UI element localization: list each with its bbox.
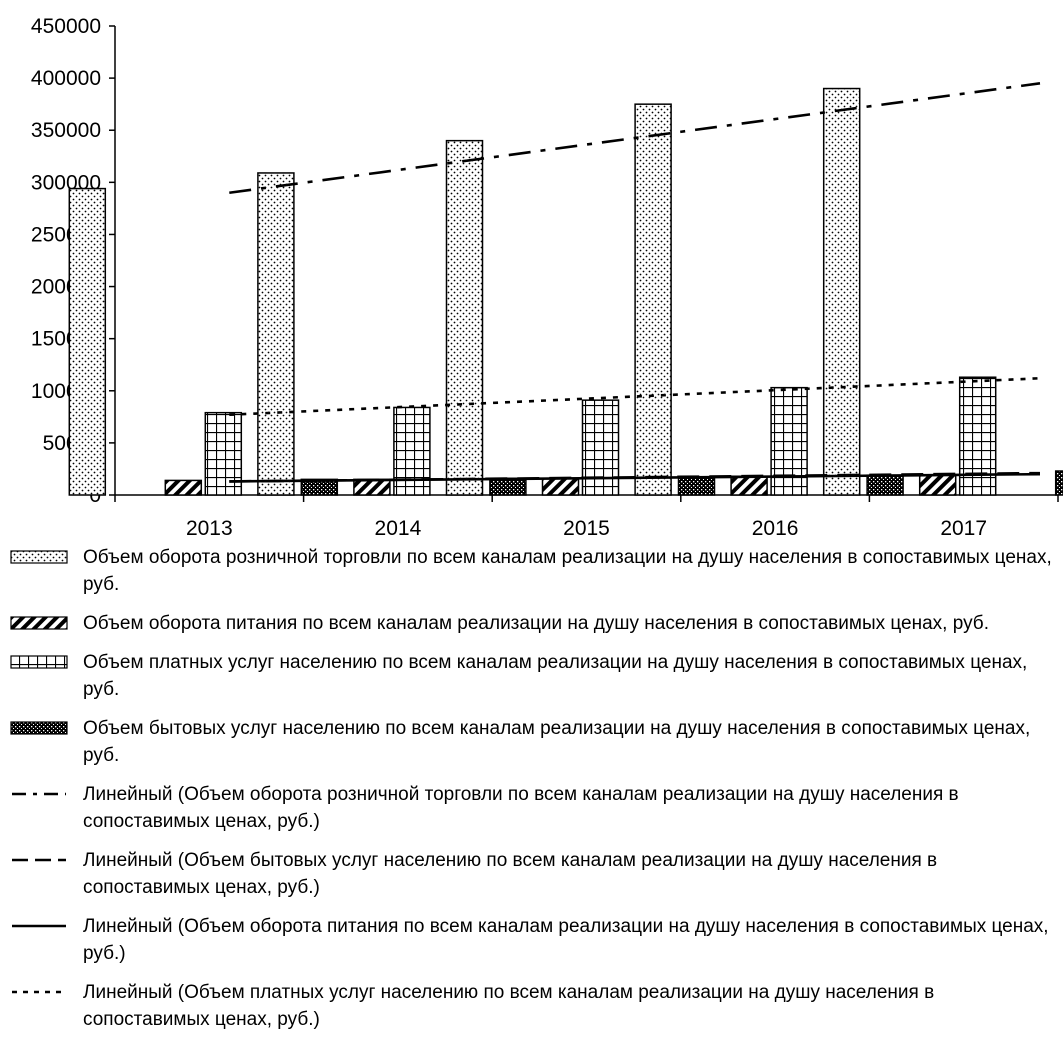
bar-grid-2017	[958, 376, 997, 496]
legend-label: Линейный (Объем оборота розничной торгов…	[83, 784, 959, 832]
bar-grid-2014	[393, 406, 431, 496]
trendline-dotted	[229, 376, 1041, 417]
x-tick-label: 2015	[563, 517, 610, 540]
y-tick-label: 350000	[31, 119, 101, 142]
legend: Объем оборота розничной торговли по всем…	[10, 544, 1060, 1045]
legend-symbol-trend-long-dash	[10, 847, 83, 873]
bar-dense-2015	[677, 476, 716, 496]
y-tick-label: 400000	[31, 67, 101, 90]
legend-symbol-trend-dotted	[10, 979, 83, 1005]
legend-symbol-trend-dash-dot	[10, 781, 83, 807]
bar-dots-2015	[445, 139, 484, 496]
trendline-dash-dot	[229, 82, 1041, 195]
legend-label: Линейный (Объем бытовых услуг населению …	[83, 850, 938, 898]
x-tick-label: 2016	[752, 517, 799, 540]
legend-label: Линейный (Объем оборота питания по всем …	[83, 916, 1049, 964]
legend-symbol-dense	[10, 715, 83, 741]
chart-plot: 0500001000001500002000002500003000003500…	[31, 15, 1063, 540]
bar-grid-2016	[770, 386, 808, 496]
bar-diagonal-2016	[730, 475, 768, 496]
legend-item-trend-dotted: Линейный (Объем платных услуг населению …	[10, 979, 1060, 1033]
legend-item-diagonal: Объем оборота питания по всем каналам ре…	[10, 610, 1060, 637]
x-tick-label: 2014	[375, 517, 422, 540]
trendline-solid	[229, 472, 1041, 483]
legend-label: Линейный (Объем платных услуг населению …	[83, 982, 935, 1030]
legend-item-trend-long-dash: Линейный (Объем бытовых услуг населению …	[10, 847, 1060, 901]
legend-symbol-grid	[10, 649, 83, 675]
bar-dots-2013	[68, 187, 107, 496]
bar-dense-2017	[1054, 470, 1063, 496]
legend-symbol-dots	[10, 544, 83, 570]
bar-dots-2014	[257, 172, 295, 496]
bar-diagonal-2014	[353, 478, 391, 496]
legend-item-trend-dash-dot: Линейный (Объем оборота розничной торгов…	[10, 781, 1060, 835]
legend-label: Объем оборота питания по всем каналам ре…	[83, 613, 989, 634]
legend-symbol-diagonal	[10, 610, 83, 636]
legend-symbol-trend-solid	[10, 913, 83, 939]
bar-diagonal-2013	[164, 479, 203, 496]
bar-dots-2017	[822, 87, 861, 496]
bar-dense-2016	[866, 474, 904, 496]
bar-dots-2016	[634, 103, 672, 496]
legend-label: Объем оборота розничной торговли по всем…	[83, 547, 1052, 595]
legend-item-dots: Объем оборота розничной торговли по всем…	[10, 544, 1060, 598]
bar-grid-2015	[581, 399, 620, 496]
legend-item-dense: Объем бытовых услуг населению по всем ка…	[10, 715, 1060, 769]
legend-item-trend-solid: Линейный (Объем оборота питания по всем …	[10, 913, 1060, 967]
x-tick-label: 2017	[940, 517, 987, 540]
bar-diagonal-2017	[918, 474, 957, 496]
bar-diagonal-2015	[541, 477, 580, 496]
bar-dense-2014	[489, 477, 527, 496]
legend-label: Объем бытовых услуг населению по всем ка…	[83, 718, 1031, 766]
y-tick-label: 450000	[31, 15, 101, 38]
legend-item-grid: Объем платных услуг населению по всем ка…	[10, 649, 1060, 703]
x-tick-label: 2013	[186, 517, 233, 540]
legend-label: Объем платных услуг населению по всем ка…	[83, 652, 1028, 700]
